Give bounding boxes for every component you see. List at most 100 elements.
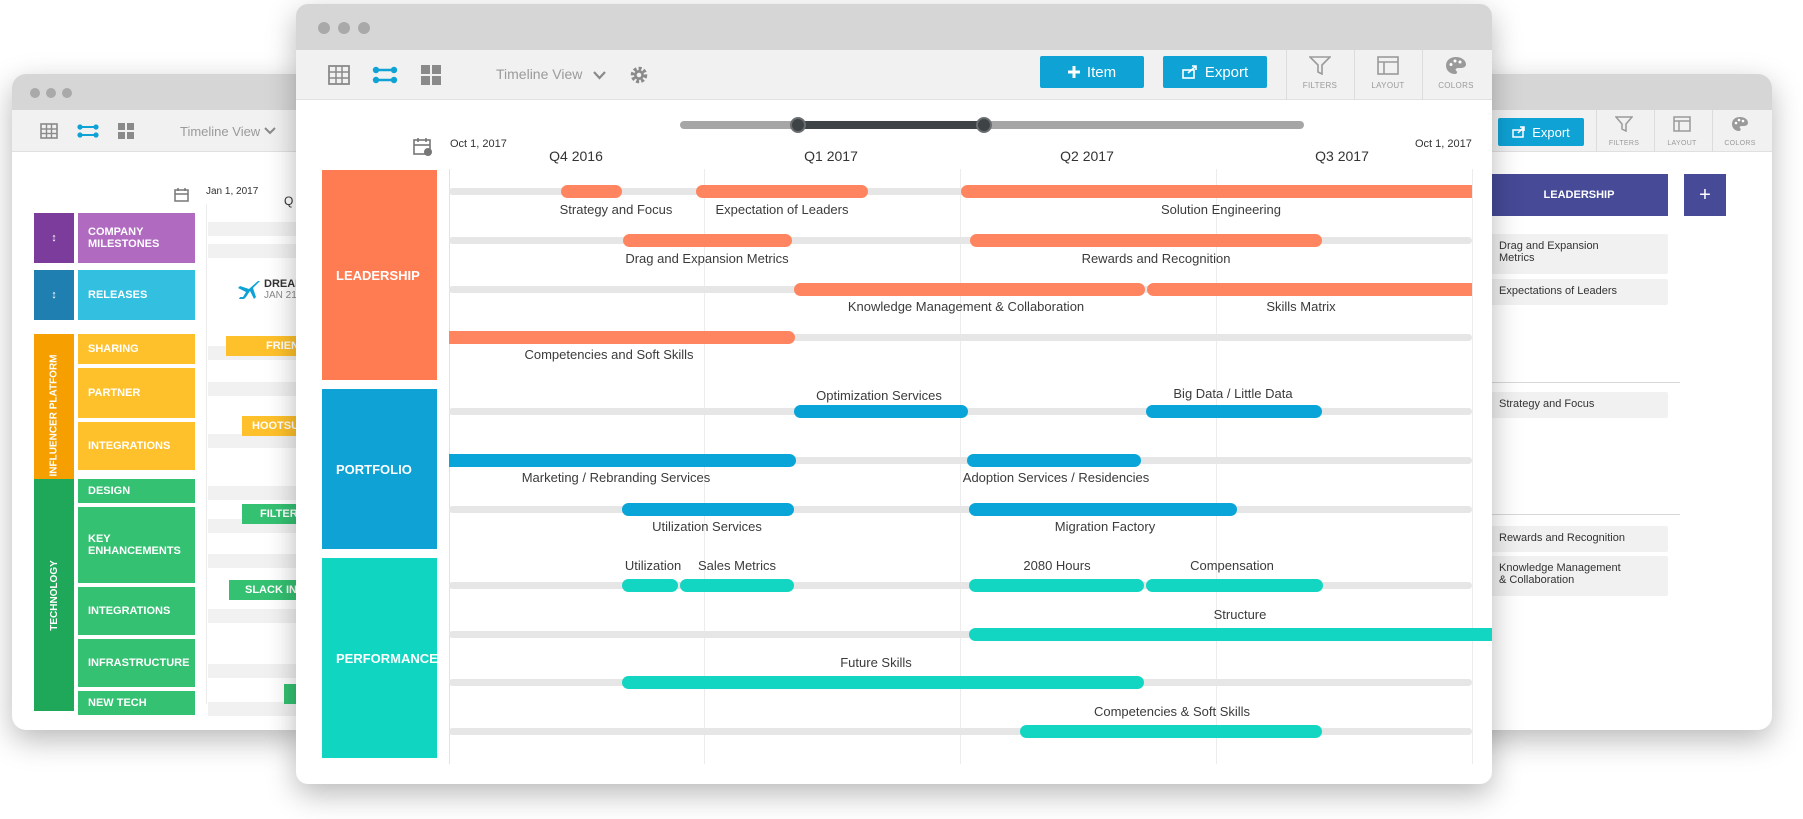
milestone-title[interactable]: DREAM [264, 278, 305, 290]
item-competencies-and-soft-skills[interactable] [1020, 725, 1322, 738]
item-label: Structure [1213, 607, 1267, 622]
board-card[interactable]: Knowledge Management & Collaboration [1490, 556, 1668, 596]
releases-side[interactable]: ↕ [34, 270, 74, 320]
group-releases[interactable]: RELEASES [78, 270, 195, 320]
group-integrations-tech[interactable]: INTEGRATIONS [78, 587, 195, 635]
filters-tool[interactable]: FILTERS [1286, 56, 1354, 90]
item-solution-engineering[interactable] [961, 185, 1472, 198]
export-button[interactable]: Export [1163, 56, 1267, 88]
chevron-down-icon[interactable] [593, 71, 606, 80]
item-expectation-of-leaders[interactable] [696, 185, 868, 198]
item-label: Drag and Expansion Metrics [625, 251, 789, 266]
group-partner[interactable]: PARTNER [78, 368, 195, 418]
filters-tool[interactable]: FILTERS [1596, 116, 1652, 147]
grid-icon[interactable] [420, 64, 442, 86]
quarter-label: Q [284, 194, 294, 208]
main-window: Timeline View Item Export FILTERS LAYOUT… [296, 4, 1492, 784]
item-utilization[interactable] [622, 579, 678, 592]
bar-slack[interactable]: SLACK INT [229, 580, 312, 600]
calendar-icon[interactable] [174, 187, 190, 203]
chevron-down-icon[interactable] [264, 127, 276, 135]
item-structure[interactable] [969, 628, 1492, 641]
group-infrastructure[interactable]: INFRASTRUCTURE [78, 639, 195, 687]
colors-tool[interactable]: COLORS [1712, 116, 1768, 147]
window-dot[interactable] [338, 22, 350, 34]
date-range-slider[interactable] [680, 121, 1304, 129]
influencer-platform-side[interactable]: INFLUENCER PLATFORM [34, 334, 74, 496]
item-strategy-and-focus[interactable] [561, 185, 622, 198]
airplane-icon[interactable] [236, 278, 260, 302]
item-future-skills[interactable] [622, 676, 1144, 689]
window-dot[interactable] [30, 88, 40, 98]
board-card[interactable]: Expectations of Leaders [1490, 279, 1668, 305]
colors-tool[interactable]: COLORS [1422, 56, 1490, 90]
layout-label: LAYOUT [1371, 81, 1405, 90]
date-range-selection[interactable] [798, 121, 984, 129]
range-handle-start[interactable] [790, 117, 806, 133]
table-icon[interactable] [40, 123, 58, 139]
layout-tool[interactable]: LAYOUT [1354, 56, 1422, 90]
grid-icon[interactable] [117, 122, 135, 140]
item-knowledge-management[interactable] [794, 283, 1145, 296]
gear-icon[interactable] [628, 64, 650, 86]
item-utilization-services[interactable] [622, 503, 794, 516]
board-card[interactable]: Drag and Expansion Metrics [1490, 234, 1668, 274]
board-column-header[interactable]: LEADERSHIP [1490, 174, 1668, 216]
item-competencies-soft-skills[interactable] [449, 331, 795, 344]
window-dot[interactable] [358, 22, 370, 34]
filter-icon [1309, 56, 1331, 75]
group-new-tech[interactable]: NEW TECH [78, 691, 195, 715]
item-label: Compensation [1190, 558, 1274, 573]
item-big-data[interactable] [1146, 405, 1322, 418]
bar-hootsuite[interactable]: HOOTSU [242, 416, 312, 436]
row-track [449, 188, 1472, 195]
lane-performance[interactable]: PERFORMANCE [322, 558, 438, 758]
export-button[interactable]: Export [1498, 118, 1584, 146]
bar-filters[interactable]: FILTERS [242, 504, 312, 524]
item-migration-factory[interactable] [969, 503, 1237, 516]
calendar-icon[interactable] [413, 137, 433, 157]
item-sales-metrics[interactable] [680, 579, 794, 592]
export-label: Export [1204, 63, 1249, 81]
bar-friends[interactable]: FRIEN [226, 336, 312, 356]
range-handle-end[interactable] [976, 117, 992, 133]
timeline-icon[interactable] [77, 123, 99, 139]
colors-label: COLORS [1724, 140, 1756, 147]
lane-portfolio[interactable]: PORTFOLIO [322, 389, 437, 549]
group-sharing[interactable]: SHARING [78, 334, 195, 364]
layout-tool[interactable]: LAYOUT [1654, 116, 1710, 147]
item-skills-matrix[interactable] [1147, 283, 1472, 296]
add-item-button[interactable]: Item [1040, 56, 1144, 88]
item-compensation[interactable] [1146, 579, 1323, 592]
view-dropdown[interactable]: Timeline View [496, 66, 583, 82]
right-toolbar: Export FILTERS LAYOUT COLORS [1450, 110, 1772, 152]
lane-leadership[interactable]: LEADERSHIP [322, 170, 437, 380]
window-dot[interactable] [318, 22, 330, 34]
item-label: Adoption Services / Residencies [962, 470, 1150, 485]
window-dot[interactable] [62, 88, 72, 98]
group-design[interactable]: DESIGN [78, 479, 195, 503]
group-company-milestones[interactable]: COMPANY MILESTONES [78, 213, 195, 263]
item-optimization-services[interactable] [794, 405, 968, 418]
item-marketing-rebranding[interactable] [449, 454, 796, 467]
milestones-side[interactable]: ↕ [34, 213, 74, 263]
add-column-button[interactable]: + [1684, 174, 1726, 216]
group-key-enhancements[interactable]: KEY ENHANCEMENTS [78, 507, 195, 583]
item-rewards-and-recognition[interactable] [970, 234, 1322, 247]
item-2080-hours[interactable] [969, 579, 1144, 592]
row-track [208, 702, 312, 716]
technology-side[interactable]: TECHNOLOGY [34, 479, 74, 711]
timeline-icon[interactable] [372, 65, 398, 85]
group-integrations[interactable]: INTEGRATIONS [78, 422, 195, 470]
item-label: Knowledge Management & Collaboration [847, 299, 1085, 314]
row-track [208, 554, 312, 568]
item-adoption-services[interactable] [967, 454, 1141, 467]
board-card[interactable]: Rewards and Recognition [1490, 526, 1668, 552]
board-card[interactable]: Strategy and Focus [1490, 392, 1668, 418]
item-drag-and-expansion[interactable] [623, 234, 792, 247]
view-dropdown[interactable]: Timeline View [180, 124, 261, 139]
window-dot[interactable] [46, 88, 56, 98]
toolbar-separator [1712, 110, 1713, 152]
milestone-date: JAN 21 [264, 290, 297, 301]
table-icon[interactable] [328, 65, 350, 85]
